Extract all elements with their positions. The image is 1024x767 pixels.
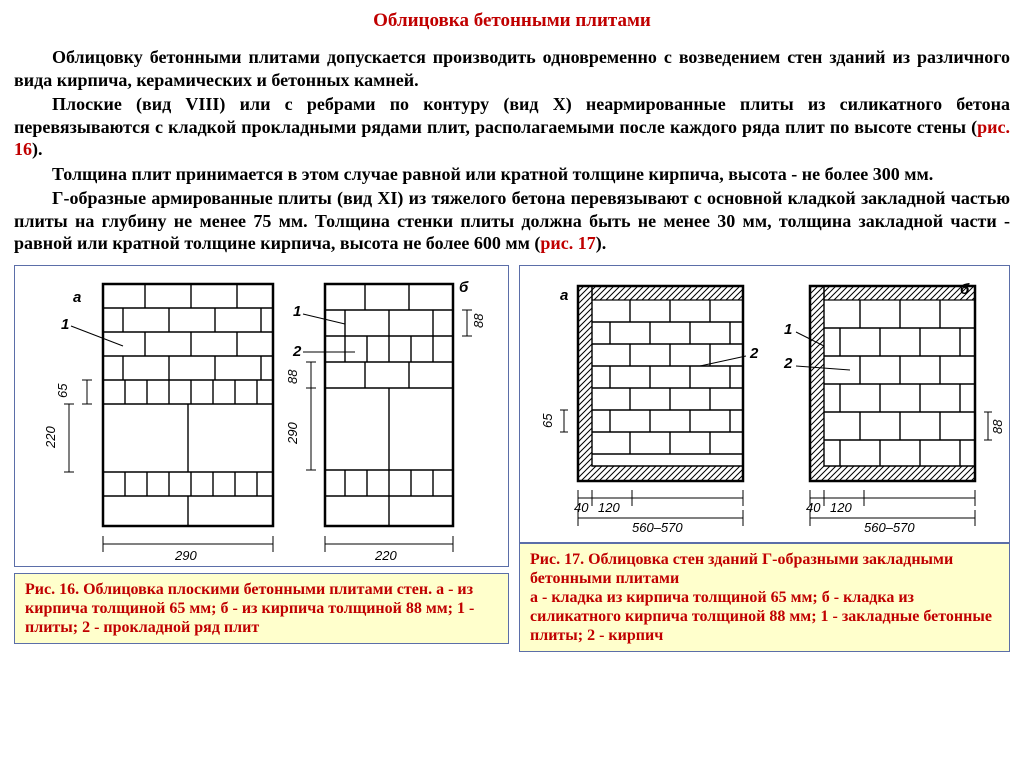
- fig16-label-b: б: [459, 279, 469, 296]
- fig16a-dim-220: 220: [43, 425, 58, 448]
- fig16b-leader-2: 2: [292, 343, 302, 360]
- fig16b-dim-290v: 290: [285, 421, 300, 444]
- figure-16-caption: Рис. 16. Облицовка плоскими бетонными пл…: [14, 573, 509, 645]
- fig16b-dim-220h: 220: [374, 548, 397, 563]
- fig17b-leader-1: 1: [784, 321, 792, 338]
- fig16b-dim-88: 88: [285, 368, 300, 383]
- fig17a-dim-40: 40: [574, 500, 589, 515]
- fig17a-dim-65: 65: [540, 412, 555, 427]
- paragraph-4a: Г-образные армированные плиты (вид XI) и…: [14, 188, 1010, 253]
- figure-17: а: [519, 265, 1010, 653]
- fig16-label-a: а: [73, 289, 81, 306]
- fig17-label-a: а: [560, 287, 568, 304]
- paragraph-2b: ).: [32, 139, 43, 159]
- fig17a-dim-120: 120: [598, 500, 620, 515]
- paragraph-4: Г-образные армированные плиты (вид XI) и…: [14, 187, 1010, 255]
- fig16a-dim-290: 290: [174, 548, 197, 563]
- figure-17-caption: Рис. 17. Облицовка стен зданий Г-образны…: [519, 543, 1010, 653]
- fig17b-dim-88: 88: [990, 418, 1005, 433]
- fig17b-dim-40: 40: [806, 500, 821, 515]
- fig17b-dim-560: 560–570: [864, 520, 915, 535]
- figure-16: а: [14, 265, 509, 653]
- paragraph-3: Толщина плит принимается в этом случае р…: [14, 163, 1010, 186]
- fig16b-dim-88t: 88: [471, 312, 486, 327]
- figure-16-drawing: а: [14, 265, 509, 567]
- figures-row: а: [14, 265, 1010, 653]
- fig16a-dim-65: 65: [55, 382, 70, 397]
- ref-fig17: рис. 17: [540, 233, 595, 253]
- fig17b-leader-2: 2: [783, 355, 793, 372]
- paragraph-2a: Плоские (вид VIII) или с ребрами по конт…: [14, 94, 1010, 137]
- figure-17-drawing: а: [519, 265, 1010, 543]
- fig17a-dim-560: 560–570: [632, 520, 683, 535]
- paragraph-1: Облицовку бетонными плитами допускается …: [14, 46, 1010, 91]
- paragraph-4b: ).: [596, 233, 607, 253]
- fig16a-leader-1: 1: [61, 316, 69, 333]
- fig16b-leader-1: 1: [293, 303, 301, 320]
- fig17b-dim-120: 120: [830, 500, 852, 515]
- fig17a-leader-2: 2: [749, 345, 759, 362]
- page-title: Облицовка бетонными плитами: [14, 10, 1010, 32]
- paragraph-2: Плоские (вид VIII) или с ребрами по конт…: [14, 93, 1010, 161]
